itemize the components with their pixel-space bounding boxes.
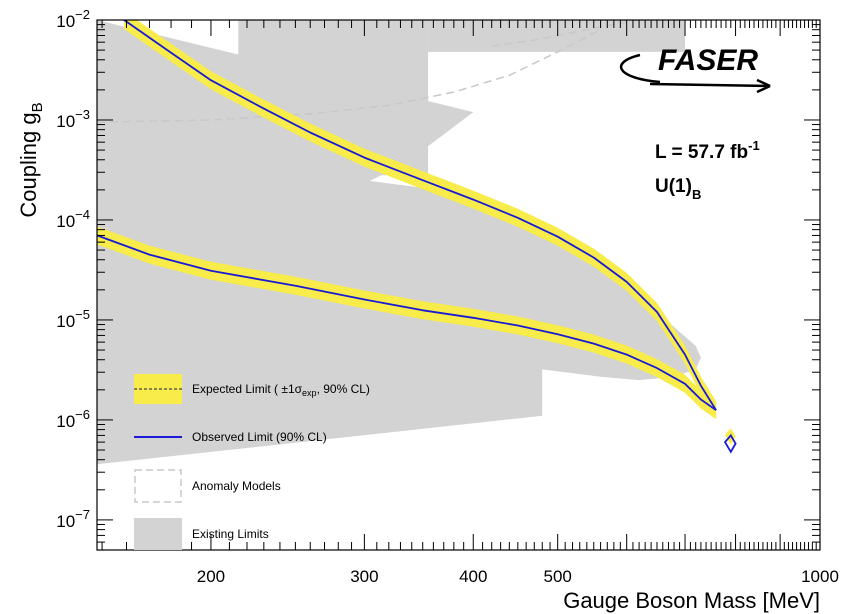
legend-label-anomaly: Anomaly Models — [192, 479, 281, 493]
existing-limits-regions — [97, 20, 701, 465]
legend-entry-observed: Observed Limit (90% CL) — [134, 430, 327, 444]
x-tick-label-3: 500 — [544, 567, 572, 586]
legend-swatch-anomaly — [134, 469, 182, 503]
anomaly-model-curves — [97, 20, 640, 123]
anomaly-curve-1 — [491, 20, 640, 47]
y-tick-label-3: 10−4 — [56, 207, 90, 231]
y-tick-label-2: 10−5 — [56, 307, 90, 331]
x-tick-label-0: 200 — [197, 567, 225, 586]
x-axis-title: Gauge Boson Mass [MeV] — [563, 588, 820, 613]
legend-entry-anomaly: Anomaly Models — [134, 469, 281, 503]
anomaly-curve-0 — [97, 29, 601, 123]
observed-line-upper — [123, 20, 717, 411]
legend-entry-existing: Existing Limits — [134, 518, 269, 550]
x-tick-label-1: 300 — [350, 567, 378, 586]
y-tick-label-4: 10−3 — [56, 107, 90, 131]
observed-limit — [97, 20, 737, 454]
legend-label-existing: Existing Limits — [192, 527, 269, 541]
existing-limit-region-3 — [238, 20, 429, 176]
x-tick-label-2: 400 — [459, 567, 487, 586]
existing-limit-region-2 — [97, 299, 543, 465]
y-tick-label-5: 10−2 — [56, 7, 90, 31]
x-tick-label-4: 1000 — [801, 567, 839, 586]
observed-line-lower — [97, 234, 717, 411]
expected-band-lower — [97, 226, 717, 420]
legend-swatch-existing — [134, 518, 182, 550]
observed-line-island — [723, 433, 737, 454]
expected-band-upper — [124, 20, 717, 420]
y-tick-label-1: 10−6 — [56, 407, 90, 431]
legend-label-observed: Observed Limit (90% CL) — [192, 430, 327, 444]
axis-ticks: 10−7 10−6 10−5 10−4 10−3 10−2 200 300 400 500 1000 — [56, 7, 839, 586]
legend-entry-expected: Expected Limit ( ±1σexp, 90% CL) — [134, 374, 370, 404]
y-tick-label-0: 10−7 — [56, 507, 90, 531]
svg-text:FASER: FASER — [658, 44, 758, 77]
faser-logo: FASER — [619, 44, 771, 94]
y-axis-title: Coupling gB — [16, 102, 46, 217]
plot-frame — [96, 19, 821, 551]
legend: Expected Limit ( ±1σexp, 90% CL) Observe… — [134, 374, 370, 550]
model-label: U(1)B — [655, 176, 701, 202]
luminosity-label: L = 57.7 fb-1 — [655, 138, 760, 163]
legend-label-expected: Expected Limit ( ±1σexp, 90% CL) — [192, 382, 370, 398]
